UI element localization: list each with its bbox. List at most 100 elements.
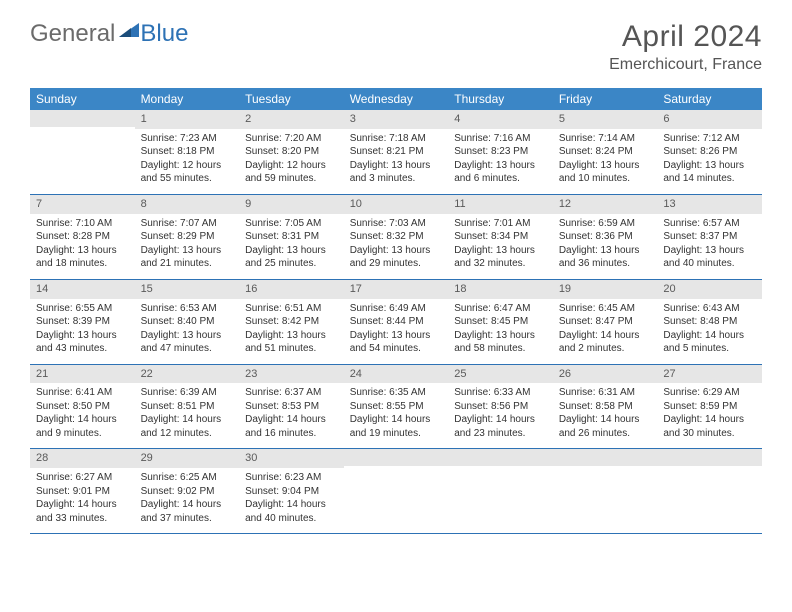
day-body: Sunrise: 7:12 AMSunset: 8:26 PMDaylight:… bbox=[657, 129, 762, 194]
day-body: Sunrise: 6:23 AMSunset: 9:04 PMDaylight:… bbox=[239, 468, 344, 533]
day-number: 15 bbox=[135, 280, 240, 299]
calendar-cell: 14Sunrise: 6:55 AMSunset: 8:39 PMDayligh… bbox=[30, 279, 135, 364]
daylight-line: Daylight: 14 hours bbox=[141, 413, 234, 427]
daylight-line: Daylight: 14 hours bbox=[663, 413, 756, 427]
daylight-line: Daylight: 12 hours bbox=[245, 159, 338, 173]
calendar-cell: 13Sunrise: 6:57 AMSunset: 8:37 PMDayligh… bbox=[657, 194, 762, 279]
calendar-cell: 24Sunrise: 6:35 AMSunset: 8:55 PMDayligh… bbox=[344, 364, 449, 449]
day-number: 21 bbox=[30, 365, 135, 384]
day-header-row: Sunday Monday Tuesday Wednesday Thursday… bbox=[30, 88, 762, 110]
day-body: Sunrise: 6:49 AMSunset: 8:44 PMDaylight:… bbox=[344, 299, 449, 364]
daylight-line: and 37 minutes. bbox=[141, 512, 234, 526]
sunset-line: Sunset: 8:21 PM bbox=[350, 145, 443, 159]
day-number: 11 bbox=[448, 195, 553, 214]
sunrise-line: Sunrise: 6:47 AM bbox=[454, 302, 547, 316]
daylight-line: and 5 minutes. bbox=[663, 342, 756, 356]
day-number: 6 bbox=[657, 110, 762, 129]
calendar-cell: 22Sunrise: 6:39 AMSunset: 8:51 PMDayligh… bbox=[135, 364, 240, 449]
daylight-line: and 16 minutes. bbox=[245, 427, 338, 441]
sunrise-line: Sunrise: 6:57 AM bbox=[663, 217, 756, 231]
day-header: Wednesday bbox=[344, 88, 449, 110]
sunset-line: Sunset: 8:45 PM bbox=[454, 315, 547, 329]
sunset-line: Sunset: 8:39 PM bbox=[36, 315, 129, 329]
day-number: 13 bbox=[657, 195, 762, 214]
daylight-line: Daylight: 13 hours bbox=[245, 329, 338, 343]
daylight-line: Daylight: 14 hours bbox=[454, 413, 547, 427]
sunrise-line: Sunrise: 7:14 AM bbox=[559, 132, 652, 146]
daylight-line: Daylight: 14 hours bbox=[36, 498, 129, 512]
sunrise-line: Sunrise: 6:51 AM bbox=[245, 302, 338, 316]
day-body: Sunrise: 6:55 AMSunset: 8:39 PMDaylight:… bbox=[30, 299, 135, 364]
sunrise-line: Sunrise: 7:10 AM bbox=[36, 217, 129, 231]
day-body bbox=[344, 466, 449, 514]
day-header: Friday bbox=[553, 88, 658, 110]
day-body bbox=[448, 466, 553, 514]
day-number: 4 bbox=[448, 110, 553, 129]
sunset-line: Sunset: 8:56 PM bbox=[454, 400, 547, 414]
day-body: Sunrise: 6:27 AMSunset: 9:01 PMDaylight:… bbox=[30, 468, 135, 533]
day-body: Sunrise: 6:25 AMSunset: 9:02 PMDaylight:… bbox=[135, 468, 240, 533]
day-number: 10 bbox=[344, 195, 449, 214]
day-number: 27 bbox=[657, 365, 762, 384]
daylight-line: Daylight: 14 hours bbox=[559, 329, 652, 343]
daylight-line: Daylight: 13 hours bbox=[36, 244, 129, 258]
title-block: April 2024 Emerchicourt, France bbox=[609, 20, 762, 74]
day-body: Sunrise: 7:10 AMSunset: 8:28 PMDaylight:… bbox=[30, 214, 135, 279]
sunset-line: Sunset: 8:26 PM bbox=[663, 145, 756, 159]
sunset-line: Sunset: 8:20 PM bbox=[245, 145, 338, 159]
day-number: 28 bbox=[30, 449, 135, 468]
sunrise-line: Sunrise: 6:37 AM bbox=[245, 386, 338, 400]
calendar-week-row: 7Sunrise: 7:10 AMSunset: 8:28 PMDaylight… bbox=[30, 194, 762, 279]
day-number: 19 bbox=[553, 280, 658, 299]
daylight-line: Daylight: 14 hours bbox=[663, 329, 756, 343]
sunrise-line: Sunrise: 6:33 AM bbox=[454, 386, 547, 400]
sunrise-line: Sunrise: 6:29 AM bbox=[663, 386, 756, 400]
sunrise-line: Sunrise: 7:01 AM bbox=[454, 217, 547, 231]
calendar-cell: 11Sunrise: 7:01 AMSunset: 8:34 PMDayligh… bbox=[448, 194, 553, 279]
day-number: 17 bbox=[344, 280, 449, 299]
day-header: Monday bbox=[135, 88, 240, 110]
sunset-line: Sunset: 8:23 PM bbox=[454, 145, 547, 159]
daylight-line: and 36 minutes. bbox=[559, 257, 652, 271]
daylight-line: and 18 minutes. bbox=[36, 257, 129, 271]
daylight-line: Daylight: 13 hours bbox=[454, 159, 547, 173]
day-body bbox=[553, 466, 658, 514]
day-number: 18 bbox=[448, 280, 553, 299]
calendar-cell: 8Sunrise: 7:07 AMSunset: 8:29 PMDaylight… bbox=[135, 194, 240, 279]
day-body: Sunrise: 6:31 AMSunset: 8:58 PMDaylight:… bbox=[553, 383, 658, 448]
daylight-line: and 23 minutes. bbox=[454, 427, 547, 441]
sunset-line: Sunset: 8:31 PM bbox=[245, 230, 338, 244]
day-number: 23 bbox=[239, 365, 344, 384]
sunrise-line: Sunrise: 7:20 AM bbox=[245, 132, 338, 146]
sunrise-line: Sunrise: 6:53 AM bbox=[141, 302, 234, 316]
calendar-week-row: 14Sunrise: 6:55 AMSunset: 8:39 PMDayligh… bbox=[30, 279, 762, 364]
logo-text-general: General bbox=[30, 20, 115, 48]
page-header: General Blue April 2024 Emerchicourt, Fr… bbox=[0, 0, 792, 82]
sunset-line: Sunset: 8:29 PM bbox=[141, 230, 234, 244]
sunset-line: Sunset: 8:53 PM bbox=[245, 400, 338, 414]
day-body bbox=[30, 127, 135, 175]
daylight-line: and 55 minutes. bbox=[141, 172, 234, 186]
day-body: Sunrise: 6:33 AMSunset: 8:56 PMDaylight:… bbox=[448, 383, 553, 448]
day-number bbox=[344, 449, 449, 466]
day-number: 24 bbox=[344, 365, 449, 384]
calendar-cell: 12Sunrise: 6:59 AMSunset: 8:36 PMDayligh… bbox=[553, 194, 658, 279]
sunrise-line: Sunrise: 6:55 AM bbox=[36, 302, 129, 316]
calendar-cell: 4Sunrise: 7:16 AMSunset: 8:23 PMDaylight… bbox=[448, 110, 553, 194]
day-body: Sunrise: 7:20 AMSunset: 8:20 PMDaylight:… bbox=[239, 129, 344, 194]
day-header: Sunday bbox=[30, 88, 135, 110]
day-number bbox=[553, 449, 658, 466]
calendar-cell: 7Sunrise: 7:10 AMSunset: 8:28 PMDaylight… bbox=[30, 194, 135, 279]
daylight-line: Daylight: 13 hours bbox=[454, 329, 547, 343]
daylight-line: and 2 minutes. bbox=[559, 342, 652, 356]
calendar-cell bbox=[553, 449, 658, 534]
day-number: 16 bbox=[239, 280, 344, 299]
day-number: 5 bbox=[553, 110, 658, 129]
day-number: 9 bbox=[239, 195, 344, 214]
day-body bbox=[657, 466, 762, 514]
day-number: 2 bbox=[239, 110, 344, 129]
daylight-line: Daylight: 13 hours bbox=[350, 329, 443, 343]
calendar-cell: 28Sunrise: 6:27 AMSunset: 9:01 PMDayligh… bbox=[30, 449, 135, 534]
sunrise-line: Sunrise: 6:35 AM bbox=[350, 386, 443, 400]
month-title: April 2024 bbox=[609, 20, 762, 54]
